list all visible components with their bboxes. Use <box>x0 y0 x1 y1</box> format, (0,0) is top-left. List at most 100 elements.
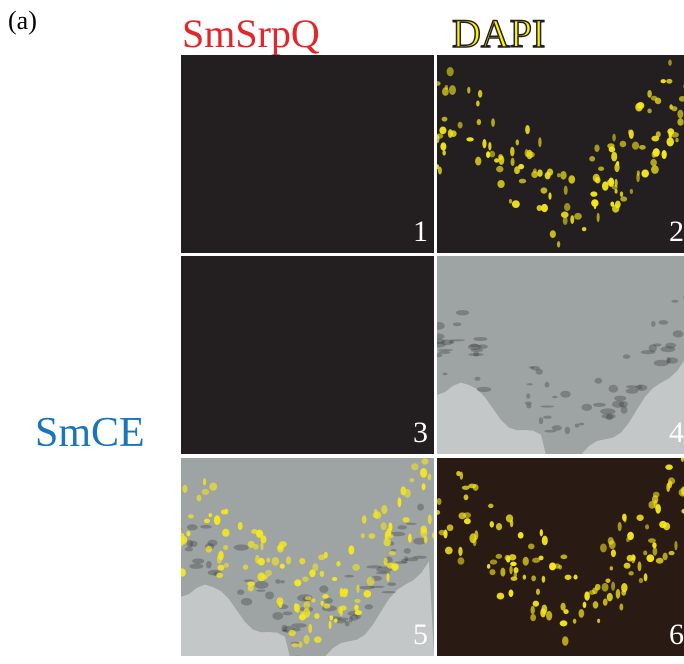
nucleus <box>661 150 666 159</box>
nucleus <box>442 87 449 96</box>
panel-number: 3 <box>413 418 428 448</box>
tissue-texture <box>641 350 656 354</box>
nucleus <box>641 169 649 177</box>
nucleus <box>668 551 674 555</box>
nucleus <box>209 513 212 517</box>
tissue-texture <box>658 320 668 325</box>
nucleus <box>374 511 382 519</box>
nucleus <box>288 630 295 636</box>
nucleus <box>602 181 609 190</box>
nucleus <box>518 532 524 539</box>
nucleus <box>334 619 338 623</box>
nucleus <box>528 543 535 549</box>
nucleus <box>499 155 505 165</box>
nucleus <box>639 145 646 150</box>
nucleus <box>442 117 448 122</box>
tissue-texture <box>560 391 571 398</box>
panel-number: 6 <box>669 620 684 650</box>
nucleus <box>314 613 320 619</box>
nucleus <box>636 514 643 521</box>
nucleus <box>291 643 298 647</box>
nucleus <box>573 619 577 624</box>
tissue-texture <box>281 625 287 631</box>
tissue-texture <box>437 322 445 330</box>
nucleus <box>464 518 471 524</box>
tissue-texture <box>272 612 283 620</box>
nucleus <box>512 200 520 208</box>
tissue-texture <box>192 558 204 564</box>
nucleus <box>608 537 614 545</box>
tissue-texture <box>397 525 406 529</box>
tissue-texture <box>635 385 647 391</box>
nucleus <box>361 533 365 538</box>
nucleus <box>656 558 664 564</box>
tissue-texture <box>453 322 461 326</box>
nucleus <box>560 620 568 626</box>
nucleus <box>618 522 622 531</box>
nucleus <box>427 474 431 481</box>
nucleus <box>294 579 301 586</box>
tissue-texture <box>473 351 479 356</box>
nucleus <box>621 583 627 593</box>
nucleus <box>647 90 652 98</box>
nucleus <box>294 603 298 612</box>
nucleus <box>545 172 551 179</box>
nucleus <box>475 157 481 166</box>
tissue-texture <box>475 377 481 381</box>
nucleus <box>536 589 540 595</box>
nucleus <box>305 596 312 600</box>
image-panel: 4 <box>437 256 684 454</box>
nucleus <box>615 189 618 194</box>
nucleus <box>639 578 643 583</box>
panel-number: 5 <box>413 620 428 650</box>
nucleus <box>648 538 656 543</box>
nucleus <box>611 582 615 591</box>
nucleus <box>324 552 328 559</box>
nucleus <box>437 134 443 139</box>
nucleus <box>611 549 616 557</box>
nucleus <box>243 564 248 569</box>
nucleus <box>238 522 243 530</box>
nucleus <box>402 517 409 522</box>
nucleus <box>303 635 309 644</box>
tissue-texture <box>552 396 557 399</box>
nucleus <box>206 546 212 553</box>
nucleus <box>385 531 388 540</box>
nucleus <box>624 563 631 569</box>
nucleus <box>540 608 546 617</box>
nucleus <box>542 536 548 546</box>
nucleus <box>595 177 601 184</box>
tissue-texture <box>536 369 543 375</box>
nucleus <box>564 186 568 195</box>
nucleus <box>562 636 569 646</box>
nucleus <box>224 563 229 568</box>
nucleus <box>605 578 610 582</box>
nucleus <box>610 566 613 570</box>
nucleus <box>677 110 683 119</box>
nucleus <box>589 156 595 162</box>
nucleus <box>563 216 568 225</box>
tissue-texture <box>614 396 626 401</box>
tissue-texture <box>527 383 533 385</box>
tissue-texture <box>581 404 592 411</box>
nucleus <box>652 495 658 503</box>
nucleus <box>523 575 526 580</box>
tissue-texture <box>404 548 411 554</box>
nucleus <box>217 555 222 564</box>
nucleus <box>516 139 519 145</box>
tissue-texture <box>468 344 481 350</box>
tissue-texture <box>595 378 602 384</box>
nucleus <box>500 568 505 577</box>
nucleus <box>677 118 683 125</box>
nucleus <box>671 132 679 138</box>
background-region <box>437 359 684 454</box>
nucleus <box>489 151 495 158</box>
nucleus <box>488 142 491 151</box>
nucleus <box>410 478 415 482</box>
nucleus <box>497 180 504 188</box>
nucleus <box>637 102 645 109</box>
tissue-texture <box>208 540 218 547</box>
tissue-texture <box>539 417 543 424</box>
nucleus <box>653 547 658 556</box>
tissue-texture <box>473 337 487 341</box>
